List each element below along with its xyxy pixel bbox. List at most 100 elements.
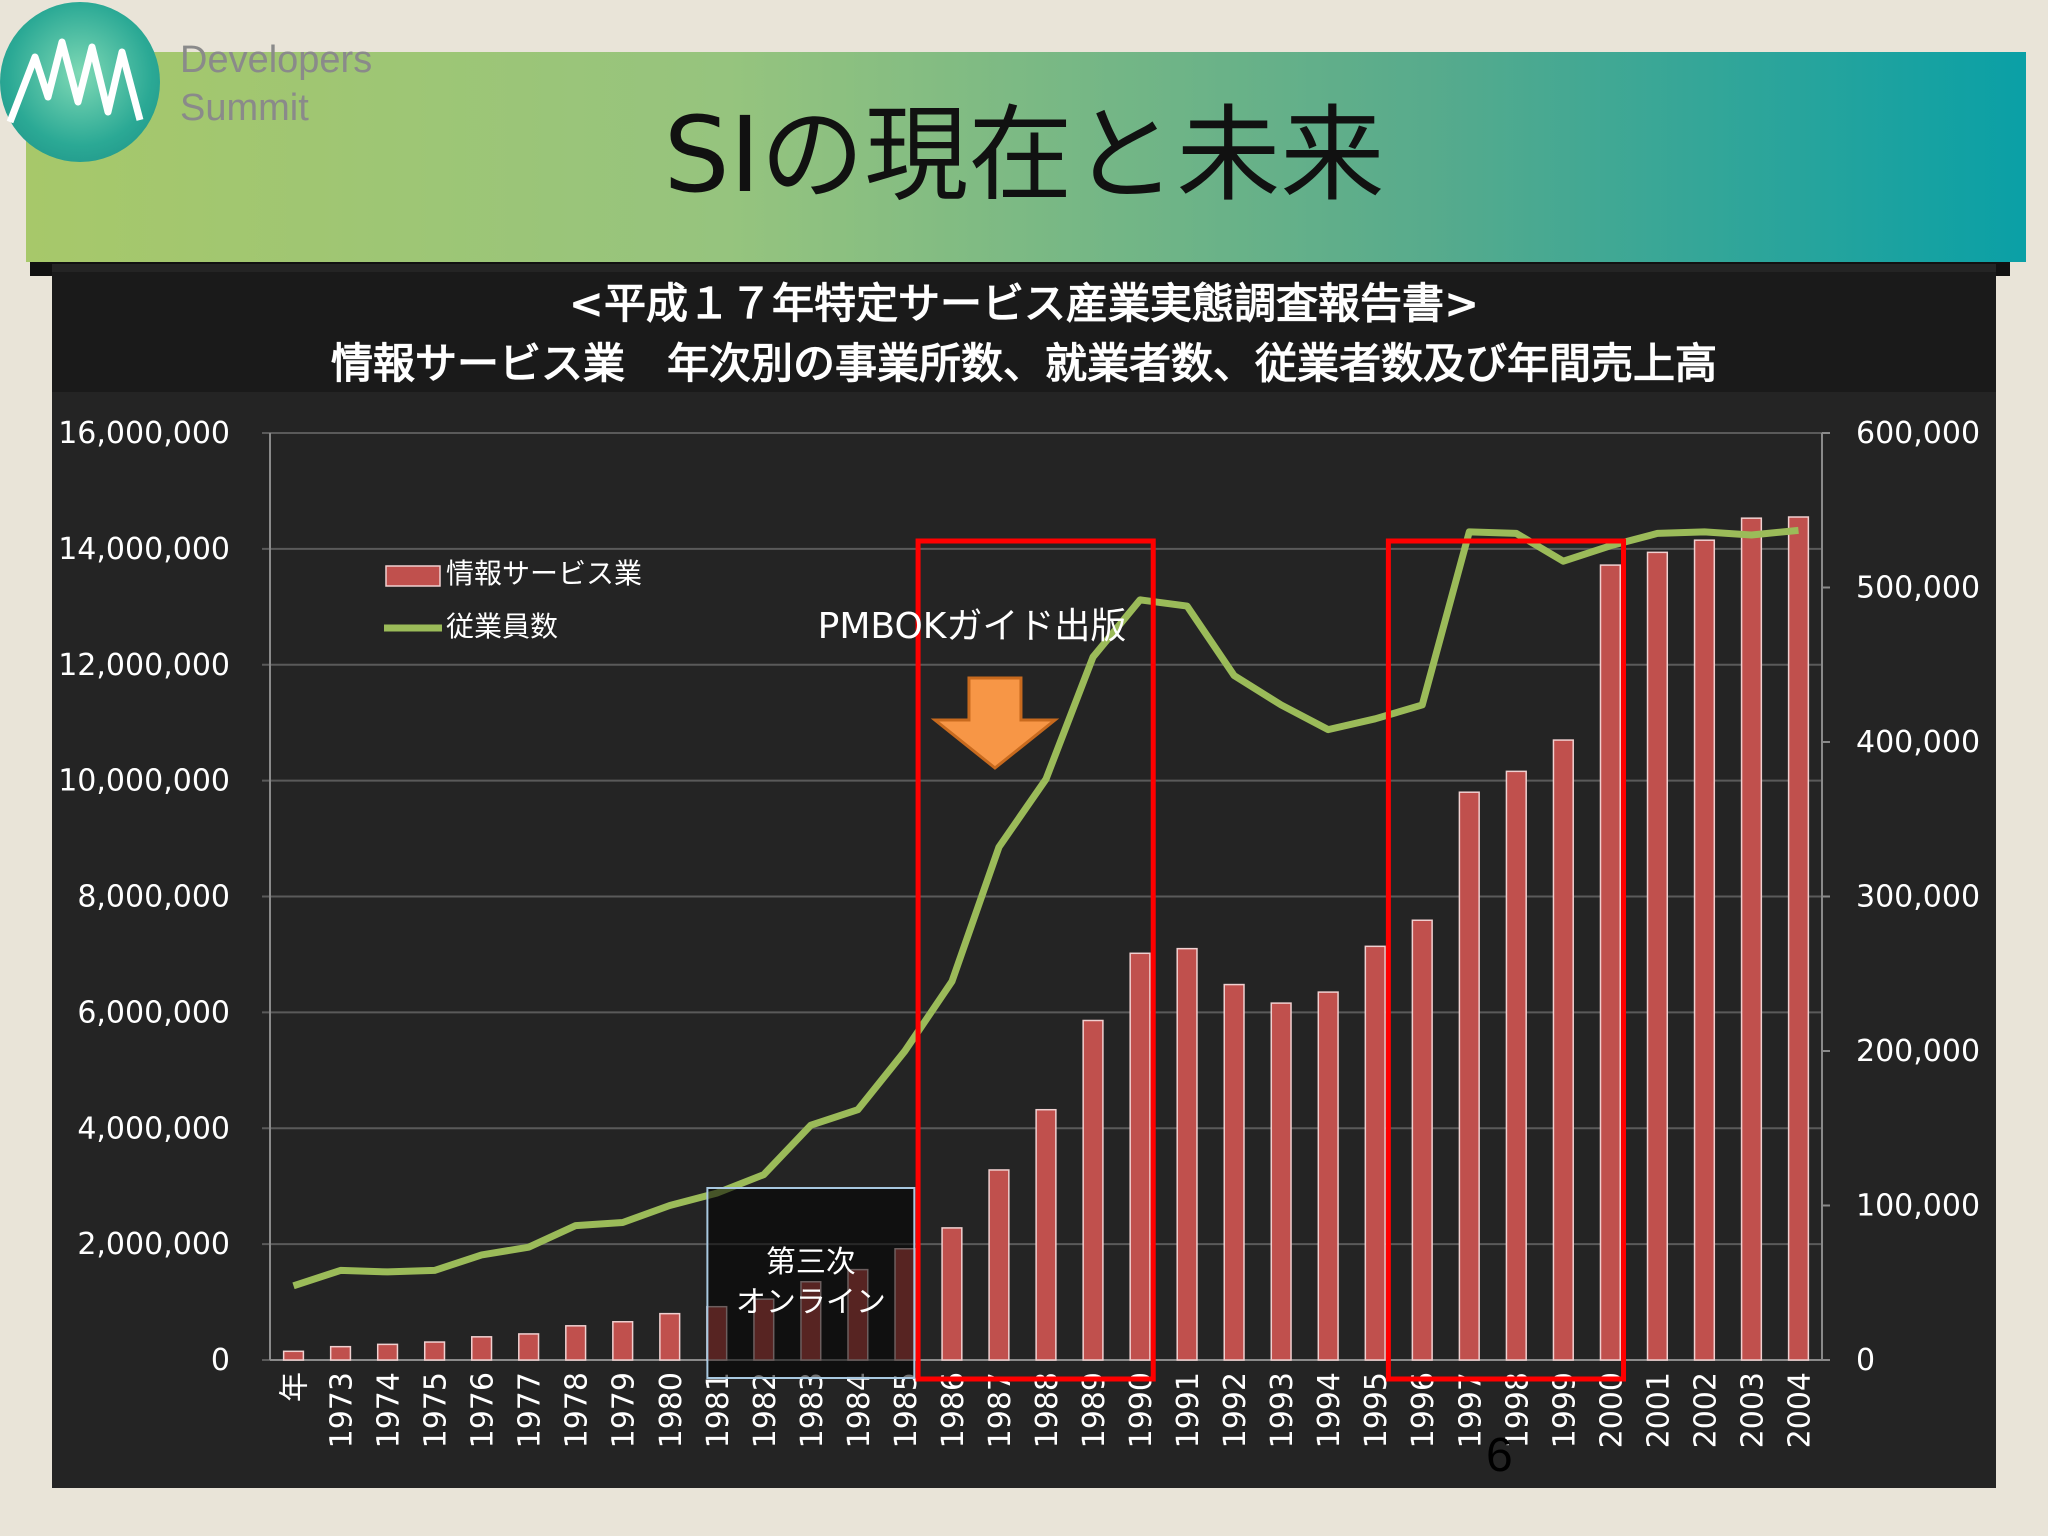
x-tick-label: 1998 bbox=[1500, 1372, 1535, 1448]
chart-subtitle: 情報サービス業 年次別の事業所数、就業者数、従業者数及び年間売上高 bbox=[330, 339, 1717, 388]
x-tick-label: 1996 bbox=[1406, 1372, 1441, 1448]
x-tick-label: 1990 bbox=[1124, 1372, 1159, 1448]
bar bbox=[659, 1312, 681, 1361]
bar bbox=[565, 1325, 587, 1361]
x-tick-label: 1991 bbox=[1171, 1372, 1206, 1448]
y-right-tick-label: 200,000 bbox=[1856, 1034, 1980, 1069]
developers-summit-logo bbox=[0, 2, 160, 162]
y-left-tick-label: 8,000,000 bbox=[77, 880, 230, 915]
bar bbox=[1458, 791, 1480, 1361]
x-tick-label: 1993 bbox=[1265, 1372, 1300, 1448]
y-right-tick-label: 400,000 bbox=[1856, 725, 1980, 760]
page-title: SIの現在と未来 bbox=[663, 94, 1385, 216]
logo-line1: Developers bbox=[180, 39, 373, 81]
third-online-label: 第三次 bbox=[766, 1245, 856, 1280]
logo-mountain-icon bbox=[6, 38, 144, 124]
legend-bar-label: 情報サービス業 bbox=[446, 557, 642, 590]
bar bbox=[282, 1350, 305, 1361]
bar bbox=[1552, 739, 1574, 1361]
third-online-box bbox=[706, 1187, 916, 1379]
x-tick-label: 1994 bbox=[1312, 1372, 1347, 1448]
bar bbox=[518, 1333, 540, 1361]
x-tick-label: 2003 bbox=[1735, 1372, 1770, 1448]
x-tick-label: 1976 bbox=[466, 1372, 501, 1448]
y-right-tick-label: 500,000 bbox=[1856, 571, 1980, 606]
y-left-tick-label: 10,000,000 bbox=[58, 764, 230, 799]
logo-line2: Summit bbox=[180, 87, 309, 129]
logo-text: Developers Summit bbox=[180, 36, 372, 132]
bar bbox=[329, 1345, 352, 1361]
x-tick-label: 1992 bbox=[1218, 1372, 1253, 1448]
legend-bar-swatch bbox=[385, 565, 441, 587]
bar bbox=[988, 1169, 1010, 1361]
x-tick-label: 1989 bbox=[1077, 1372, 1112, 1448]
pmbok-label: PMBOKガイド出版 bbox=[818, 606, 1127, 647]
x-tick-label: 1982 bbox=[748, 1372, 783, 1448]
chart-panel bbox=[52, 264, 1996, 1488]
x-tick-label: 2001 bbox=[1641, 1372, 1676, 1448]
y-right-tick-label: 600,000 bbox=[1856, 416, 1980, 451]
bar bbox=[612, 1321, 634, 1361]
line-series bbox=[292, 526, 1799, 1290]
x-tick-label: 1985 bbox=[889, 1372, 924, 1448]
bar bbox=[1082, 1019, 1104, 1361]
x-tick-label: 2000 bbox=[1594, 1372, 1629, 1448]
x-tick-label: 1974 bbox=[372, 1372, 407, 1448]
x-tick-label: 1979 bbox=[607, 1372, 642, 1448]
y-right-tick-label: 300,000 bbox=[1856, 880, 1980, 915]
x-tick-label: 1999 bbox=[1547, 1372, 1582, 1448]
down-arrow-icon bbox=[930, 676, 1060, 770]
bar bbox=[941, 1227, 963, 1361]
x-tick-label: 1987 bbox=[983, 1372, 1018, 1448]
bar bbox=[1787, 516, 1810, 1361]
bar bbox=[1129, 952, 1151, 1361]
bar bbox=[1411, 919, 1433, 1361]
y-right-tick-label: 0 bbox=[1856, 1343, 1875, 1378]
bar bbox=[1693, 539, 1716, 1361]
bar bbox=[1035, 1108, 1057, 1361]
chart-title: <平成１７年特定サービス産業実態調査報告書> bbox=[568, 279, 1480, 328]
x-tick-label: 1981 bbox=[701, 1372, 736, 1448]
x-tick-label: 1980 bbox=[654, 1372, 689, 1448]
x-tick-label: 1983 bbox=[795, 1372, 830, 1448]
highlight-box bbox=[1385, 538, 1627, 1382]
x-tick-label: 1977 bbox=[513, 1372, 548, 1448]
bar bbox=[1364, 945, 1386, 1361]
y-left-tick-label: 16,000,000 bbox=[58, 416, 230, 451]
y-left-tick-label: 4,000,000 bbox=[77, 1111, 230, 1146]
y-left-tick-label: 2,000,000 bbox=[77, 1227, 230, 1262]
y-left-tick-label: 12,000,000 bbox=[58, 648, 230, 683]
x-tick-label: 年 bbox=[278, 1372, 313, 1402]
x-tick-label: 2002 bbox=[1688, 1372, 1723, 1448]
bar bbox=[1176, 947, 1198, 1361]
x-tick-label: 2004 bbox=[1782, 1372, 1817, 1448]
x-tick-label: 1997 bbox=[1453, 1372, 1488, 1448]
highlight-box bbox=[915, 538, 1156, 1382]
bar bbox=[1223, 983, 1245, 1361]
x-tick-label: 1995 bbox=[1359, 1372, 1394, 1448]
chart-header: <平成１７年特定サービス産業実態調査報告書> 情報サービス業 年次別の事業所数、… bbox=[52, 272, 1996, 392]
x-tick-label: 1984 bbox=[842, 1372, 877, 1448]
y-left-tick-label: 6,000,000 bbox=[77, 995, 230, 1030]
page-number: 6 bbox=[1486, 1429, 1513, 1482]
bar bbox=[1646, 551, 1669, 1361]
y-left-tick-label: 14,000,000 bbox=[58, 532, 230, 567]
bar bbox=[1505, 770, 1527, 1361]
x-tick-label: 1978 bbox=[560, 1372, 595, 1448]
x-tick-label: 1975 bbox=[419, 1372, 454, 1448]
bar bbox=[1599, 564, 1621, 1361]
x-tick-label: 1986 bbox=[936, 1372, 971, 1448]
y-right-tick-label: 100,000 bbox=[1856, 1189, 1980, 1224]
bar bbox=[1317, 991, 1339, 1361]
bar bbox=[1270, 1002, 1292, 1361]
bar bbox=[423, 1341, 446, 1361]
x-tick-label: 1988 bbox=[1030, 1372, 1065, 1448]
y-left-tick-label: 0 bbox=[211, 1343, 230, 1378]
legend-line-label: 従業員数 bbox=[446, 610, 558, 643]
bar bbox=[1740, 517, 1763, 1361]
x-tick-label: 1973 bbox=[325, 1372, 360, 1448]
bar bbox=[471, 1336, 493, 1361]
title-banner bbox=[26, 52, 2026, 262]
third-online-label: オンライン bbox=[736, 1285, 886, 1320]
